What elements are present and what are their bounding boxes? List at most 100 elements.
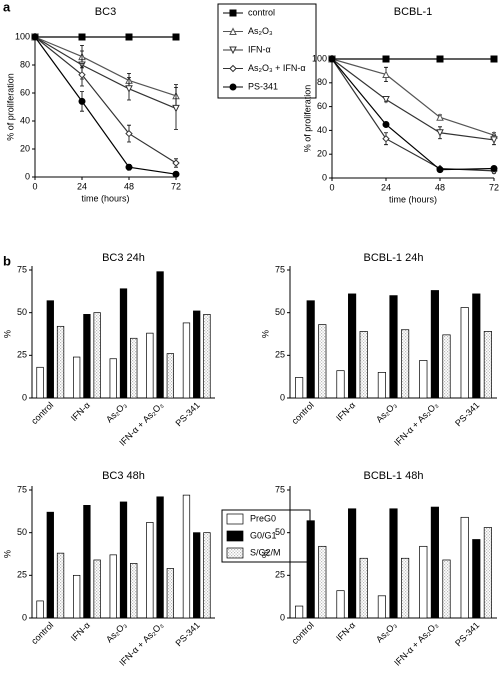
x-tick-label: control: [290, 620, 316, 646]
marker: [31, 33, 39, 41]
x-tick-label: IFN-α + As₂O₃: [392, 400, 440, 448]
bar: [193, 532, 201, 619]
series-line: [34, 36, 177, 164]
series-line: [331, 58, 495, 171]
y-tick-label: 0: [322, 172, 327, 182]
marker: [490, 55, 498, 63]
x-tick-label: IFN-α: [334, 400, 357, 423]
x-tick-label: 0: [329, 182, 334, 192]
legend-marker: [229, 27, 237, 35]
chart-title: BCBL-1: [394, 6, 433, 18]
marker: [436, 113, 444, 121]
bar: [389, 295, 398, 399]
bar: [93, 312, 101, 399]
bar: [318, 545, 327, 619]
y-tick-label: 100: [15, 31, 30, 41]
bar: [146, 522, 154, 619]
bar: [156, 496, 164, 619]
bar: [46, 511, 54, 619]
bar: [182, 494, 191, 619]
bar: [377, 595, 386, 619]
y-tick-label: 80: [317, 77, 327, 87]
x-tick-label: PS-341: [453, 620, 481, 648]
series-line: [331, 58, 495, 172]
marker: [78, 97, 86, 105]
x-axis-label: time (hours): [81, 193, 129, 203]
chart-title: BC3 24h: [102, 252, 145, 264]
y-tick-label: 0: [22, 612, 27, 622]
bar: [336, 370, 345, 399]
marker: [436, 55, 444, 63]
y-tick-label: 60: [317, 101, 327, 111]
marker: [172, 170, 180, 178]
bar: [401, 557, 410, 619]
bar: [430, 506, 439, 619]
marker: [172, 33, 180, 41]
x-tick-label: control: [29, 400, 55, 426]
marker: [328, 55, 336, 63]
marker: [172, 104, 180, 113]
bar: [483, 527, 492, 619]
x-tick-label: control: [290, 400, 316, 426]
bar: [472, 293, 481, 399]
y-tick-label: 25: [17, 350, 27, 360]
x-tick-label: As₂O₃: [374, 620, 399, 645]
x-tick-label: IFN-α + As₂O₃: [392, 620, 440, 668]
y-tick-label: 50: [17, 527, 27, 537]
marker: [382, 70, 390, 78]
marker: [172, 159, 180, 167]
chart-title: BC3 48h: [102, 470, 145, 482]
x-tick-label: PS-341: [173, 620, 201, 648]
marker: [125, 129, 133, 138]
x-tick-label: As₂O₃: [374, 400, 399, 425]
chart-title: BC3: [95, 6, 116, 18]
legend-swatch: [226, 547, 244, 559]
series-line: [331, 58, 495, 141]
bar: [146, 332, 154, 399]
bar: [166, 353, 174, 399]
bar: [295, 605, 304, 619]
y-axis-label: % of proliferation: [302, 85, 312, 153]
panel-label: a: [3, 0, 11, 14]
y-tick-label: 0: [25, 171, 30, 181]
bar: [442, 334, 451, 399]
marker: [125, 33, 133, 41]
y-tick-label: 50: [275, 527, 285, 537]
series-line: [34, 36, 177, 109]
x-tick-label: As₂O₃: [104, 400, 129, 425]
marker: [382, 95, 390, 104]
bar: [119, 501, 128, 619]
bar: [419, 545, 428, 619]
y-tick-label: 0: [280, 612, 285, 622]
bar: [83, 505, 91, 619]
bar: [46, 300, 54, 399]
bar: [203, 532, 211, 619]
bar: [430, 290, 439, 399]
series-line: [34, 36, 177, 97]
y-tick-label: 100: [312, 53, 327, 63]
legend-marker: [229, 9, 237, 17]
bar: [442, 559, 451, 619]
legend-marker: [229, 83, 237, 91]
marker: [125, 85, 133, 93]
x-tick-label: IFN-α: [334, 620, 357, 643]
bar: [56, 325, 65, 399]
y-tick-label: 75: [17, 484, 27, 494]
y-tick-label: 75: [275, 264, 285, 274]
legend-label: As₂O₃ + IFN-α: [248, 63, 306, 73]
y-tick-label: 25: [275, 570, 285, 580]
legend-label: IFN-α: [248, 44, 271, 54]
y-tick-label: 50: [17, 307, 27, 317]
bar: [109, 554, 117, 619]
bar: [119, 288, 128, 399]
bar: [419, 360, 428, 399]
legend-marker: [229, 64, 237, 73]
bar: [359, 557, 368, 619]
chart-title: BCBL-1 24h: [364, 252, 424, 264]
marker: [490, 136, 498, 145]
legend-label: PreG0: [250, 513, 276, 523]
x-tick-label: 48: [435, 182, 445, 192]
x-tick-label: 72: [171, 181, 181, 191]
bar: [130, 563, 138, 619]
